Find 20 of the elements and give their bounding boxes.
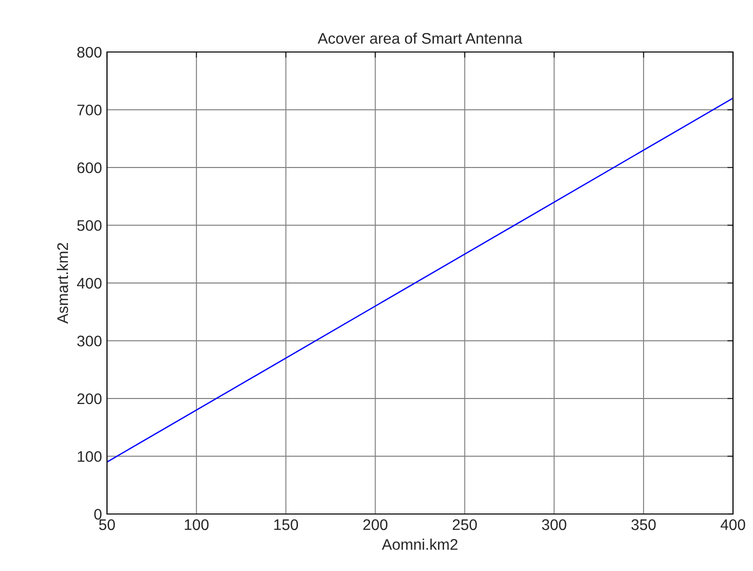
y-tick-label: 200 (77, 393, 102, 404)
y-tick-label: 800 (77, 46, 102, 58)
y-tick-label: 500 (77, 220, 102, 231)
y-tick-label: 300 (77, 336, 102, 346)
x-tick-label: 300 (542, 519, 566, 530)
x-tick-label: 50 (99, 519, 115, 530)
x-tick-label: 350 (631, 519, 656, 530)
x-tick-label: 200 (363, 519, 388, 530)
y-tick-label: 700 (77, 104, 102, 116)
y-tick-label: 400 (77, 278, 102, 289)
x-tick-label: 250 (452, 519, 477, 530)
chart-title: Acover area of Smart Antenna (318, 32, 522, 44)
y-tick-label: 0 (94, 508, 102, 520)
y-tick-label: 100 (78, 451, 102, 462)
x-tick-label: 400 (720, 519, 746, 530)
x-tick-label: 100 (184, 519, 209, 530)
x-axis-title: Aomni.km2 (382, 538, 458, 550)
y-axis-title: Asmart.km2 (56, 243, 68, 324)
y-tick-label: 600 (77, 162, 102, 174)
x-tick-label: 150 (274, 519, 298, 530)
